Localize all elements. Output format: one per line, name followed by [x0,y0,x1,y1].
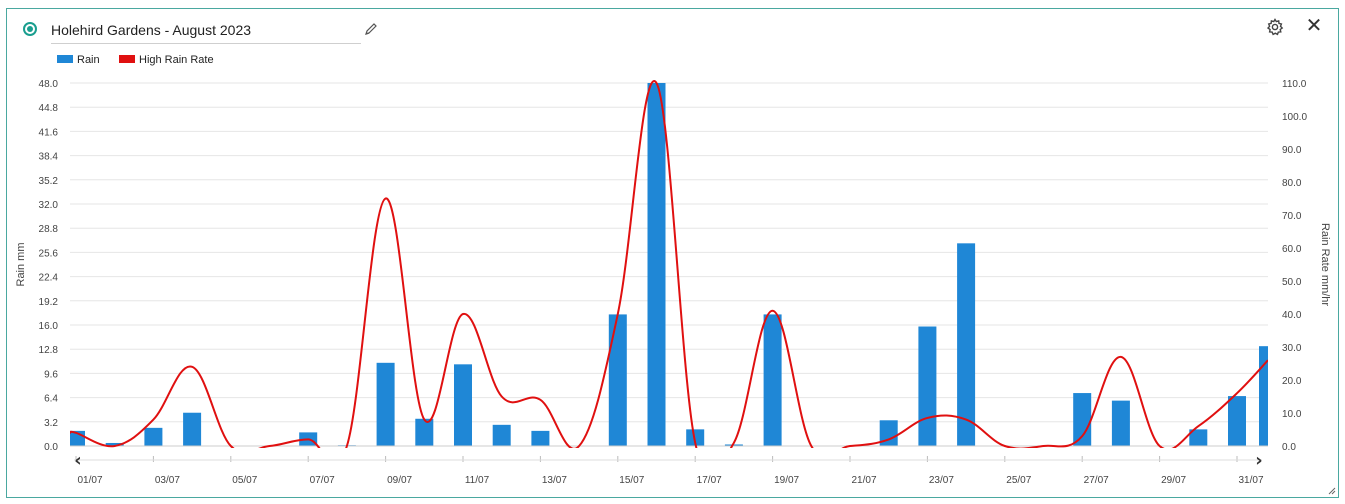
y2-tick-label: 10.0 [1282,409,1302,420]
y2-axis-label: Rain Rate mm/hr [1319,223,1331,306]
resize-handle-icon[interactable] [1328,487,1336,495]
y-tick-label: 12.8 [39,345,59,356]
bar-rain[interactable] [531,430,550,446]
y-tick-label: 32.0 [39,200,59,211]
y-tick-label: 48.0 [39,79,59,90]
x-tick-label: 17/07 [697,475,722,486]
bar-rain[interactable] [1111,400,1130,446]
y2-tick-label: 60.0 [1282,244,1302,255]
y-tick-label: 3.2 [44,418,58,429]
bar-rain[interactable] [1228,396,1246,446]
bar-rain[interactable] [454,364,472,446]
x-tick-label: 11/07 [465,475,490,486]
legend-item-high-rain-rate[interactable]: High Rain Rate [119,53,214,67]
x-tick-label: 03/07 [155,475,180,486]
y2-tick-label: 80.0 [1282,178,1302,189]
x-tick-label: 19/07 [774,475,799,486]
x-tick-label: 05/07 [232,475,257,486]
bar-rain[interactable] [879,420,898,446]
chart-title-field[interactable]: Holehird Gardens - August 2023 [51,19,361,44]
y2-tick-label: 110.0 [1282,79,1307,90]
y-tick-label: 25.6 [39,248,59,259]
y-tick-label: 6.4 [44,394,58,405]
bar-rain[interactable] [376,362,395,446]
bar-rain[interactable] [608,314,627,446]
x-tick-label: 31/07 [1238,475,1263,486]
bar-rain[interactable] [415,418,434,446]
y-axis-label: Rain mm [15,242,27,286]
bar-rain[interactable] [1189,429,1208,446]
x-tick-label: 25/07 [1006,475,1031,486]
chevron-right-icon[interactable]: › [1255,450,1262,471]
x-tick-label: 07/07 [310,475,335,486]
x-tick-label: 23/07 [929,475,954,486]
y2-tick-label: 30.0 [1282,343,1302,354]
y-tick-label: 38.4 [39,152,59,163]
y-tick-label: 19.2 [39,297,59,308]
line-high-rain-rate[interactable] [70,80,1268,477]
chevron-left-icon[interactable]: ‹ [74,450,81,471]
x-tick-label: 27/07 [1084,475,1109,486]
bar-rain[interactable] [647,83,666,446]
y2-tick-label: 40.0 [1282,310,1302,321]
legend-item-rain[interactable]: Rain [57,53,100,67]
x-tick-label: 01/07 [77,475,102,486]
bar-rain[interactable] [763,314,782,446]
bar-rain[interactable] [492,424,511,446]
bar-rain[interactable] [724,444,743,446]
bar-rain[interactable] [918,326,937,446]
y-tick-label: 41.6 [39,127,59,138]
x-tick-label: 15/07 [619,475,644,486]
x-tick-label: 09/07 [387,475,412,486]
bar-rain[interactable] [105,442,124,446]
legend-swatch-rain [57,55,73,64]
legend-swatch-high-rain-rate [119,55,135,64]
y-tick-label: 44.8 [39,103,59,114]
bar-rain-partial[interactable] [1259,346,1268,446]
gear-icon[interactable] [1266,18,1284,36]
x-tick-label: 21/07 [851,475,876,486]
y2-tick-label: 0.0 [1282,442,1296,453]
close-icon[interactable]: ✕ [1305,15,1323,37]
y-tick-label: 35.2 [39,176,59,187]
y-tick-label: 22.4 [39,273,59,284]
pencil-icon[interactable] [363,21,379,37]
x-tick-label: 13/07 [542,475,567,486]
y2-tick-label: 90.0 [1282,145,1302,156]
y2-tick-label: 20.0 [1282,376,1302,387]
select-radio[interactable] [23,22,37,36]
bar-rain[interactable] [1073,393,1092,446]
y2-tick-label: 100.0 [1282,112,1307,123]
y-tick-label: 16.0 [39,321,59,332]
legend-label-high-rain-rate: High Rain Rate [139,54,214,66]
legend-label-rain: Rain [77,54,100,66]
y-tick-label: 9.6 [44,369,58,380]
y-tick-label: 0.0 [44,442,58,453]
bar-rain[interactable] [957,243,976,446]
y2-tick-label: 50.0 [1282,277,1302,288]
y2-tick-label: 70.0 [1282,211,1302,222]
x-tick-label: 29/07 [1161,475,1186,486]
bar-rain[interactable] [183,412,202,446]
y-tick-label: 28.8 [39,224,59,235]
bar-rain[interactable] [144,427,163,446]
